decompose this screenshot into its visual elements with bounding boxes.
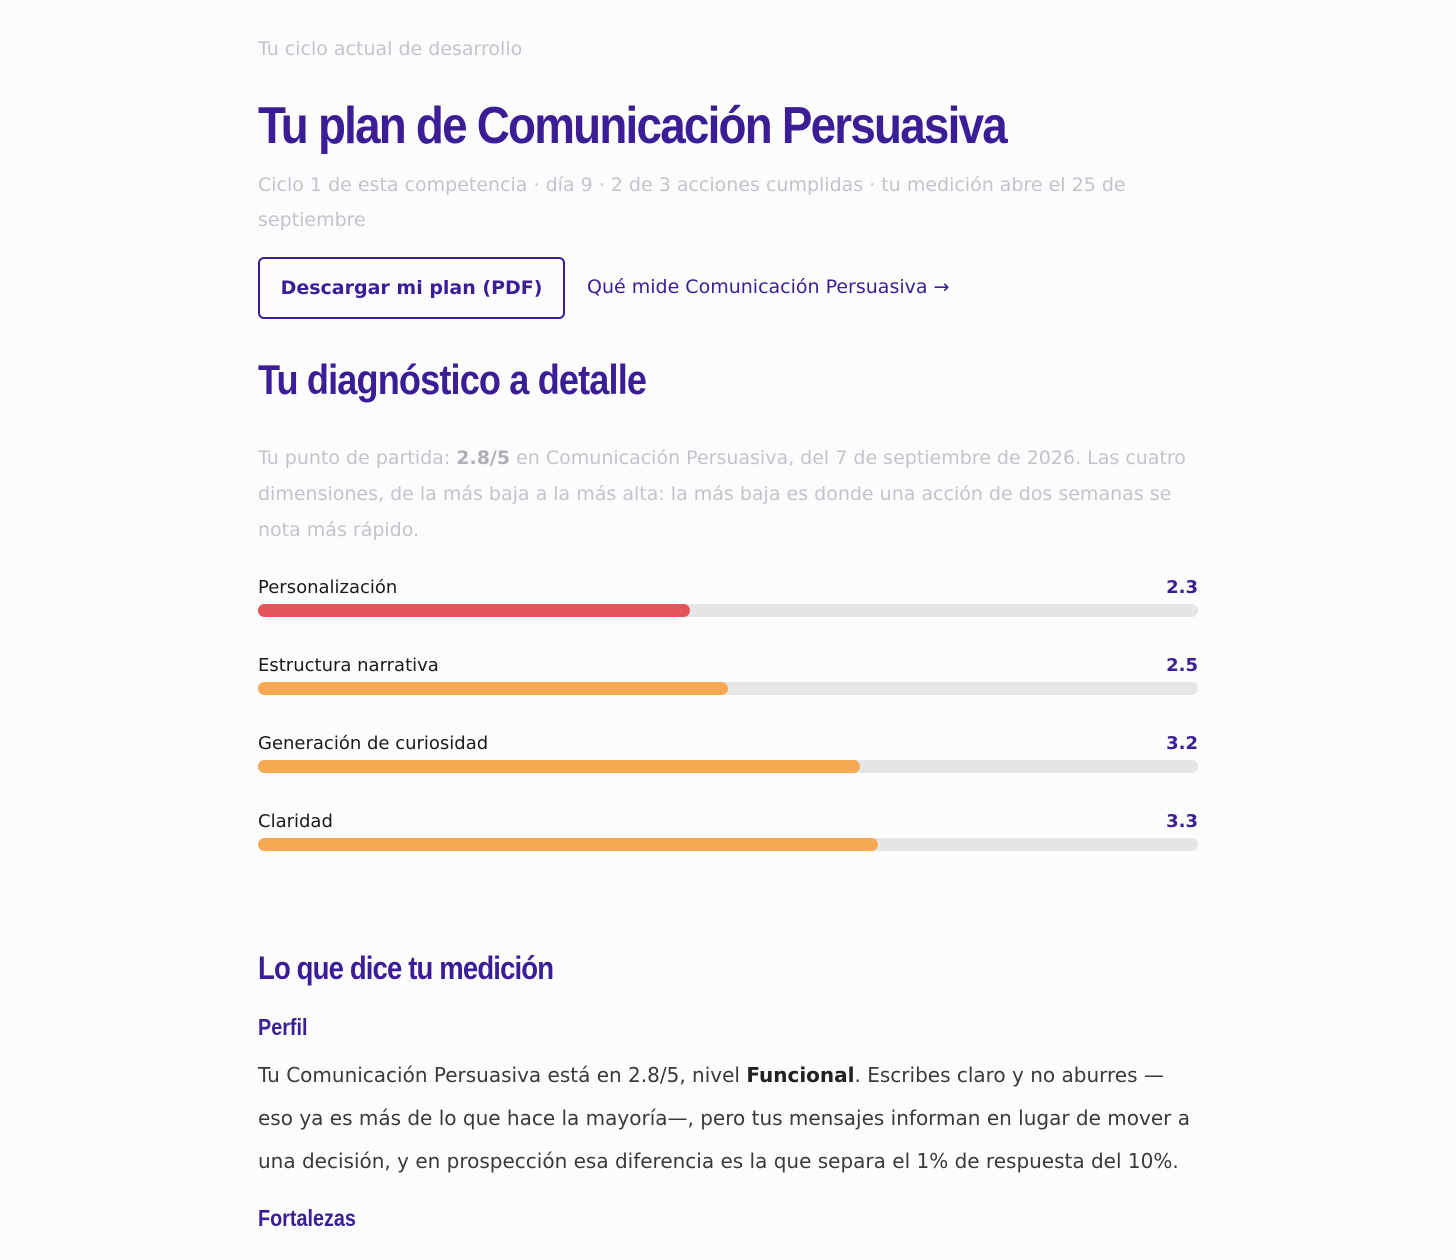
bar bbox=[258, 760, 860, 773]
dimension-value: 2.3 bbox=[1166, 577, 1198, 598]
dimension-row: Generación de curiosidad 3.2 bbox=[258, 733, 1198, 793]
dimension-row: Claridad 3.3 bbox=[258, 811, 1198, 871]
bar bbox=[258, 604, 691, 617]
subheading: Perfil bbox=[258, 1014, 308, 1040]
download-button[interactable]: Descargar mi plan (PDF) bbox=[258, 257, 565, 319]
dimension-name: Generación de curiosidad bbox=[258, 733, 489, 754]
eyebrow: Tu ciclo actual de desarrollo bbox=[258, 38, 523, 60]
bar bbox=[258, 682, 728, 695]
cycle-meta: Ciclo 1 de esta competencia · día 9 · 2 … bbox=[258, 174, 1126, 231]
subheading: Fortalezas bbox=[258, 1205, 356, 1231]
dimension-name: Estructura narrativa bbox=[258, 655, 439, 676]
dimension-value: 2.5 bbox=[1166, 655, 1198, 676]
text: Tu Comunicación Persuasiva está en 2.8/5… bbox=[258, 1063, 747, 1087]
bar-track bbox=[258, 760, 1198, 773]
info-link[interactable]: Qué mide Comunicación Persuasiva → bbox=[587, 276, 950, 298]
intro-score: 2.8/5 bbox=[456, 447, 511, 469]
dimension-row: Personalización 2.3 bbox=[258, 577, 1198, 637]
bar-track bbox=[258, 604, 1198, 617]
level: Funcional bbox=[746, 1063, 855, 1087]
dimension-name: Claridad bbox=[258, 811, 333, 832]
intro-text: en Comunicación Persuasiva, del 7 de sep… bbox=[258, 447, 1186, 541]
dimension-row: Estructura narrativa 2.5 bbox=[258, 655, 1198, 715]
bar-track bbox=[258, 838, 1198, 851]
dimension-value: 3.2 bbox=[1166, 733, 1198, 754]
page-title: Tu plan de Comunicación Persuasiva bbox=[258, 97, 1008, 155]
text: . Escribes claro y no aburres —eso ya es… bbox=[258, 1063, 1190, 1173]
section-title: Tu diagnóstico a detalle bbox=[258, 356, 647, 403]
section-title: Lo que dice tu medición bbox=[258, 950, 554, 986]
profile-text: Tu Comunicación Persuasiva está en 2.8/5… bbox=[258, 1054, 1198, 1183]
intro: Tu punto de partida: 2.8/5 en Comunicaci… bbox=[258, 440, 1198, 548]
bar-track bbox=[258, 682, 1198, 695]
intro-text: Tu punto de partida: bbox=[258, 447, 457, 469]
bar bbox=[258, 838, 879, 851]
dimension-name: Personalización bbox=[258, 577, 398, 598]
dimension-value: 3.3 bbox=[1166, 811, 1198, 832]
